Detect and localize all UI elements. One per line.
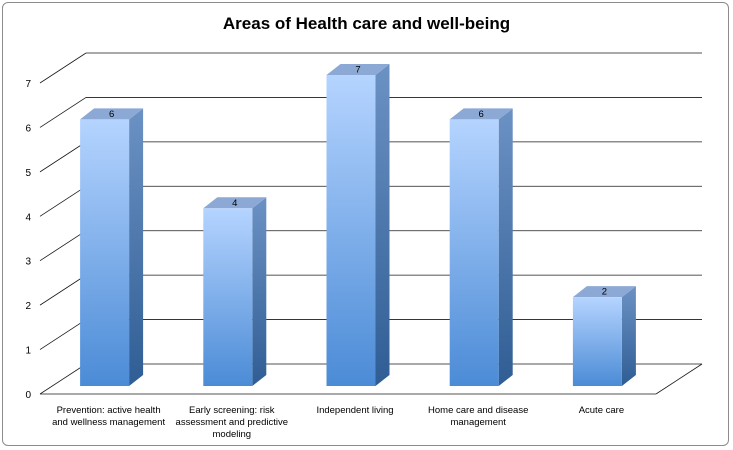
bar-side: [375, 64, 390, 386]
bar: [449, 119, 499, 386]
bar: [572, 297, 622, 386]
data-label: 4: [232, 198, 237, 209]
bar: [203, 208, 253, 386]
data-label: 7: [355, 65, 360, 76]
x-tick-label: modeling: [213, 429, 252, 440]
x-tick-label: Prevention: active health: [57, 405, 161, 416]
bar-top: [326, 64, 390, 75]
floor-edge: [655, 363, 703, 395]
y-tick-label: 6: [25, 123, 31, 134]
y-tick-label: 4: [25, 212, 31, 223]
x-tick-label: management: [450, 417, 506, 428]
bar-top: [449, 108, 513, 120]
bar-side: [621, 286, 636, 386]
bar-side: [252, 197, 267, 386]
grid-diagonal: [39, 97, 87, 128]
x-tick-label: Acute care: [579, 405, 624, 416]
bar-top: [80, 108, 144, 120]
data-label: 6: [109, 109, 114, 120]
bar-side: [129, 108, 144, 386]
x-tick-label: Independent living: [316, 405, 393, 416]
data-label: 6: [479, 109, 484, 120]
bar: [80, 119, 130, 386]
grid-diagonal: [39, 319, 87, 350]
y-tick-label: 0: [25, 390, 31, 401]
grid-diagonal: [39, 52, 87, 84]
grid-diagonal: [39, 274, 87, 306]
x-tick-label: and wellness management: [52, 417, 165, 428]
data-label: 2: [602, 287, 607, 298]
grid-diagonal: [39, 185, 87, 217]
x-tick-label: Early screening: risk: [189, 405, 275, 416]
y-tick-label: 5: [25, 168, 31, 179]
y-tick-label: 7: [25, 79, 31, 90]
y-tick-label: 1: [25, 346, 31, 357]
x-tick-label: Home care and disease: [428, 405, 528, 416]
y-tick-label: 3: [25, 257, 31, 268]
chart-title: Areas of Health care and well-being: [222, 14, 511, 33]
bar-top: [572, 286, 636, 298]
y-tick-label: 2: [25, 301, 31, 312]
bar: [326, 75, 376, 386]
bar-top: [203, 197, 267, 209]
grid-diagonal: [39, 141, 87, 173]
grid-diagonal: [39, 363, 87, 395]
grid-diagonal: [39, 230, 87, 262]
x-tick-label: assessment and predictive: [176, 417, 288, 428]
bar-side: [498, 108, 513, 386]
